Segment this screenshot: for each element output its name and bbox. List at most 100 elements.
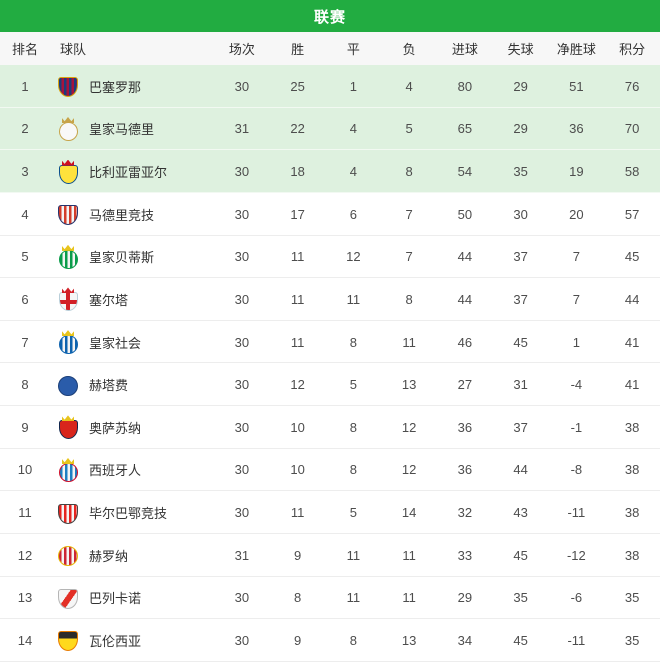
stat-goals_for: 32 [457,505,473,521]
table-row[interactable]: 10 西班牙人 30 10 8 12 36 44 -8 38 [0,448,660,492]
stat-points: 38 [624,505,640,521]
table-row[interactable]: 14 瓦伦西亚 30 9 8 13 34 45 -11 35 [0,619,660,662]
team-cell: 皇家社会 [50,330,214,355]
team-name[interactable]: 瓦伦西亚 [89,633,142,649]
stat-drawn: 4 [349,121,357,137]
rank-value: 14 [17,632,33,648]
team-cell: 皇家贝蒂斯 [50,244,214,269]
stat-won: 11 [290,334,305,350]
team-cell: 比利亚雷亚尔 [50,159,214,184]
stat-won: 9 [294,632,302,648]
table-row[interactable]: 7 皇家社会 30 11 8 11 46 45 1 41 [0,320,660,364]
rank-value: 8 [21,377,29,393]
column-header-goal_diff: 净胜球 [556,42,596,57]
stat-won: 9 [294,547,302,563]
stat-points: 44 [624,291,640,307]
stat-won: 10 [290,419,305,435]
team-crest-icon [56,244,80,269]
stat-points: 45 [624,249,640,265]
team-name[interactable]: 赫罗纳 [89,548,129,564]
team-cell: 塞尔塔 [50,287,214,312]
stat-drawn: 5 [349,377,357,393]
stat-goal_diff: -6 [570,590,583,606]
team-name[interactable]: 皇家社会 [89,335,142,351]
stat-drawn: 11 [346,590,361,606]
stat-points: 38 [624,419,640,435]
stat-lost: 8 [405,291,413,307]
table-row[interactable]: 8 赫塔费 30 12 5 13 27 31 -4 41 [0,363,660,406]
stat-goal_diff: 7 [572,249,580,265]
team-name[interactable]: 毕尔巴鄂竞技 [89,506,168,522]
stat-won: 22 [290,121,305,137]
table-row[interactable]: 12 赫罗纳 31 9 11 11 33 45 -12 38 [0,533,660,577]
team-name[interactable]: 皇家马德里 [89,122,155,138]
stat-won: 25 [290,78,305,94]
team-name[interactable]: 巴列卡诺 [89,591,142,607]
team-crest-icon [56,287,80,312]
team-cell: 巴塞罗那 [50,74,214,98]
column-header-drawn: 平 [346,42,360,57]
stat-points: 41 [624,334,640,350]
stat-won: 12 [290,377,305,393]
stat-played: 30 [234,377,250,393]
stat-won: 11 [290,249,305,265]
stat-played: 30 [234,505,250,521]
stat-goal_diff: -12 [566,547,586,563]
stat-points: 38 [624,462,640,478]
table-row[interactable]: 6 塞尔塔 30 11 11 8 44 37 7 44 [0,278,660,321]
stat-goals_for: 27 [457,377,473,393]
team-cell: 瓦伦西亚 [50,628,214,652]
table-row[interactable]: 4 马德里竞技 30 17 6 7 50 30 20 57 [0,192,660,236]
table-row[interactable]: 11 毕尔巴鄂竞技 30 11 5 14 32 43 -11 38 [0,491,660,534]
stat-goals_against: 37 [513,291,528,307]
stat-goals_for: 33 [457,547,473,563]
team-name[interactable]: 比利亚雷亚尔 [89,165,168,181]
team-name[interactable]: 皇家贝蒂斯 [89,250,155,266]
stat-drawn: 8 [349,334,357,350]
stat-goal_diff: 1 [572,334,580,350]
stat-goal_diff: 36 [569,121,584,137]
stat-lost: 12 [401,462,417,478]
team-crest-icon [56,586,80,610]
team-name[interactable]: 赫塔费 [89,378,129,394]
stat-goals_against: 30 [513,206,528,222]
team-cell: 毕尔巴鄂竞技 [50,501,214,525]
crest-crown-icon [62,415,74,422]
stat-points: 41 [624,377,640,393]
table-row[interactable]: 9 奥萨苏纳 30 10 8 12 36 37 -1 38 [0,406,660,449]
team-crest-icon [56,373,80,397]
team-name[interactable]: 塞尔塔 [89,292,129,308]
team-name[interactable]: 巴塞罗那 [89,79,142,95]
column-header-played: 场次 [228,42,255,57]
table-row[interactable]: 1 巴塞罗那 30 25 1 4 80 29 51 76 [0,65,660,108]
team-name[interactable]: 西班牙人 [89,463,142,479]
stat-played: 30 [234,291,250,307]
stat-goal_diff: 20 [569,206,584,222]
stat-lost: 12 [401,419,417,435]
stat-lost: 11 [402,334,416,350]
team-name[interactable]: 奥萨苏纳 [89,420,142,436]
league-title-bar: 联赛 [0,0,660,32]
stat-played: 30 [234,78,250,94]
table-row[interactable]: 3 比利亚雷亚尔 30 18 4 8 54 35 19 58 [0,150,660,193]
stat-goals_for: 44 [457,249,473,265]
stat-goals_against: 31 [513,377,528,393]
stat-goals_against: 37 [513,419,528,435]
stat-lost: 11 [402,590,416,606]
table-row[interactable]: 2 皇家马德里 31 22 4 5 65 29 36 70 [0,107,660,151]
team-crest-icon [56,202,80,226]
table-row[interactable]: 5 皇家贝蒂斯 30 11 12 7 44 37 7 45 [0,235,660,279]
team-crest-icon [56,457,80,482]
stat-points: 57 [624,206,640,222]
rank-value: 1 [21,78,29,94]
stat-goals_against: 44 [513,462,528,478]
rank-value: 5 [21,249,29,265]
team-name[interactable]: 马德里竞技 [89,207,155,223]
stat-lost: 8 [405,164,413,180]
stat-won: 8 [294,590,302,606]
stat-played: 30 [234,206,250,222]
stat-drawn: 11 [346,547,361,563]
table-row[interactable]: 13 巴列卡诺 30 8 11 11 29 35 -6 35 [0,576,660,620]
stat-drawn: 11 [346,291,361,307]
stat-goals_against: 29 [513,121,528,137]
